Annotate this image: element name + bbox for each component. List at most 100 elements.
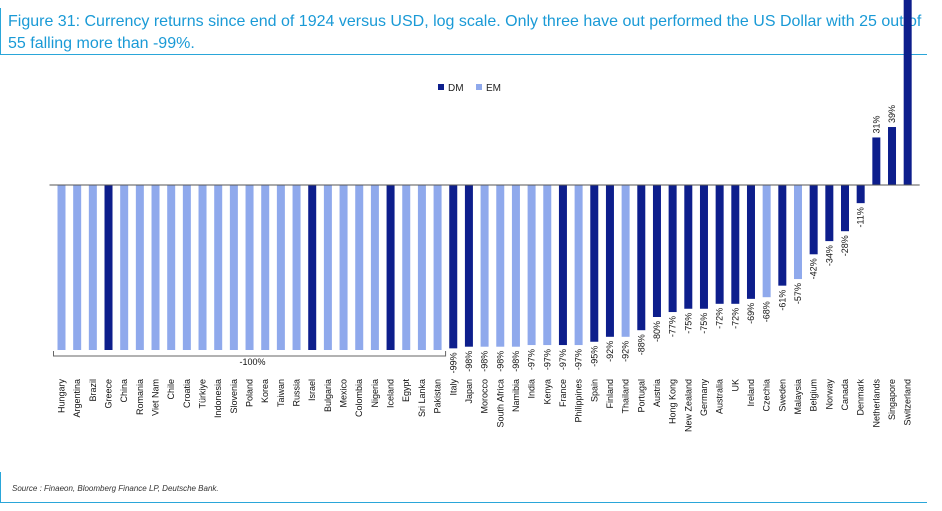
bar-sri-lanka [417, 185, 426, 350]
category-label-china: China [119, 379, 129, 403]
bar-japan [464, 185, 473, 347]
grouped-bracket [53, 351, 447, 357]
bar-nigeria [370, 185, 379, 350]
category-label-italy: Italy [448, 379, 458, 396]
bar-portugal [637, 185, 646, 331]
bar-austria [652, 185, 661, 317]
bar-finland [605, 185, 614, 337]
category-label-egypt: Egypt [401, 379, 411, 403]
category-label-south-africa: South Africa [495, 379, 505, 428]
bar-thailand [621, 185, 630, 337]
category-label-malaysia: Malaysia [793, 379, 803, 415]
bar-slovenia [229, 185, 238, 350]
bar-malaysia [793, 185, 802, 280]
legend-swatch-em [476, 84, 482, 90]
legend-swatch-dm [438, 84, 444, 90]
category-label-viet-nam: Viet Nam [151, 379, 161, 416]
category-label-switzerland: Switzerland [903, 379, 913, 426]
bar-mexico [339, 185, 348, 350]
category-label-greece: Greece [104, 379, 114, 409]
value-label-portugal: -88% [636, 334, 646, 355]
bar-india [527, 185, 536, 346]
value-label-new-zealand: -75% [683, 313, 693, 334]
bar-namibia [511, 185, 520, 347]
category-label-korea: Korea [260, 379, 270, 403]
bar-romania [135, 185, 144, 350]
category-label-singapore: Singapore [887, 379, 897, 420]
category-label-czechia: Czechia [762, 379, 772, 412]
bar-poland [245, 185, 254, 350]
legend: DM EM [438, 83, 501, 94]
value-label-germany: -75% [699, 313, 709, 334]
category-label-new-zealand: New Zealand [683, 379, 693, 432]
bar-denmark [856, 185, 865, 204]
bars-group [57, 0, 912, 350]
category-label-australia: Australia [715, 379, 725, 414]
bar-russia [292, 185, 301, 350]
value-label-singapore: 39% [887, 105, 897, 123]
source-note: Source : Finaeon, Bloomberg Finance LP, … [12, 484, 219, 493]
value-label-norway: -34% [824, 245, 834, 266]
value-label-philippines: -97% [574, 349, 584, 370]
value-label-morocco: -98% [480, 351, 490, 372]
bar-t-rkiye [198, 185, 207, 350]
bar-hong-kong [668, 185, 677, 313]
bar-germany [699, 185, 708, 309]
value-label-ireland: -69% [746, 303, 756, 324]
category-label-hong-kong: Hong Kong [668, 379, 678, 424]
category-label-brazil: Brazil [88, 379, 98, 402]
category-label-india: India [527, 379, 537, 399]
bar-israel [308, 185, 317, 350]
value-label-japan: -98% [464, 351, 474, 372]
category-label-germany: Germany [699, 379, 709, 417]
value-label-france: -97% [558, 349, 568, 370]
category-label-kenya: Kenya [542, 379, 552, 405]
bar-taiwan [276, 185, 285, 350]
category-label-japan: Japan [464, 379, 474, 404]
bar-ireland [746, 185, 755, 299]
bar-pakistan [433, 185, 442, 350]
bar-sweden [778, 185, 787, 286]
bar-brazil [88, 185, 97, 350]
legend-label-em: EM [486, 83, 501, 94]
bar-philippines [574, 185, 583, 346]
bar-viet-nam [151, 185, 160, 350]
category-label-denmark: Denmark [856, 379, 866, 416]
value-label-netherlands: 31% [871, 115, 881, 133]
category-label-belgium: Belgium [809, 379, 819, 412]
bar-colombia [355, 185, 364, 350]
category-label-argentina: Argentina [72, 379, 82, 418]
category-label-t-rkiye: Türkiye [198, 379, 208, 409]
category-label-israel: Israel [307, 379, 317, 401]
bar-iceland [386, 185, 395, 350]
category-label-poland: Poland [245, 379, 255, 407]
bar-australia [715, 185, 724, 304]
bar-canada [841, 185, 849, 232]
value-label-hong-kong: -77% [668, 316, 678, 337]
value-label-austria: -80% [652, 321, 662, 342]
category-label-hungary: Hungary [57, 379, 67, 414]
bar-croatia [182, 185, 191, 350]
source-frame [0, 472, 927, 503]
bar-italy [449, 185, 458, 349]
value-labels-group: -99% -98% -98% -98% -98% -97% -97% -97% -97% -95%… [448, 105, 897, 373]
bar-morocco [480, 185, 489, 347]
bar-spain [590, 185, 599, 342]
category-label-morocco: Morocco [480, 379, 490, 414]
value-label-india: -97% [527, 349, 537, 370]
category-label-netherlands: Netherlands [871, 379, 881, 428]
category-label-thailand: Thailand [621, 379, 631, 414]
category-label-sri-lanka: Sri Lanka [417, 379, 427, 417]
value-label-czechia: -68% [762, 301, 772, 322]
category-label-romania: Romania [135, 379, 145, 415]
bar-belgium [809, 185, 818, 255]
category-label-chile: Chile [166, 379, 176, 400]
value-label-denmark: -11% [856, 207, 866, 227]
value-label-finland: -92% [605, 341, 615, 362]
category-label-colombia: Colombia [354, 379, 364, 417]
value-label-belgium: -42% [809, 258, 819, 279]
bar-norway [825, 185, 834, 242]
category-label-iceland: Iceland [386, 379, 396, 408]
category-label-pakistan: Pakistan [433, 379, 443, 414]
